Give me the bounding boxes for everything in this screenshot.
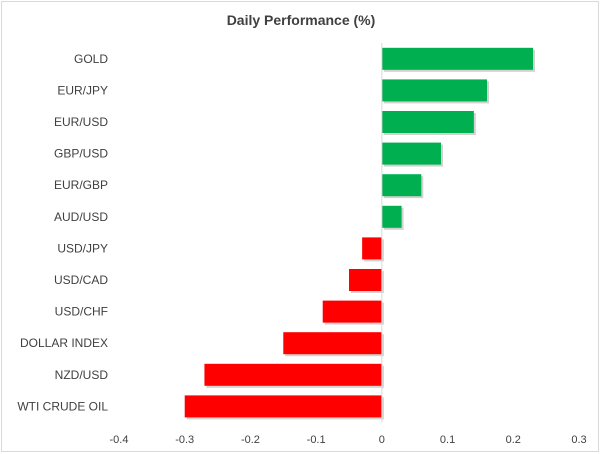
category-label-gbp-usd: GBP/USD	[54, 147, 108, 161]
category-label-eur-usd: EUR/USD	[54, 115, 108, 129]
bar-aud-usd	[381, 205, 402, 228]
category-label-dollar-index: DOLLAR INDEX	[20, 336, 108, 350]
category-label-gold: GOLD	[74, 52, 108, 66]
x-tick-label-5: 0.1	[440, 434, 455, 446]
category-labels-group: GOLD EUR/JPY EUR/USD GBP/USD EUR/GBP AUD/USD U…	[17, 52, 108, 414]
bar-wti-crude-oil	[184, 395, 382, 418]
category-label-usd-jpy: USD/JPY	[57, 241, 108, 255]
category-label-nzd-usd: NZD/USD	[55, 368, 109, 382]
bar-dollar-index	[283, 332, 382, 355]
x-tick-label-1: -0.3	[175, 434, 194, 446]
bar-nzd-usd	[204, 363, 382, 386]
category-label-wti-crude-oil: WTI CRUDE OIL	[17, 399, 108, 413]
bar-eur-jpy	[381, 79, 487, 102]
category-label-eur-jpy: EUR/JPY	[57, 83, 108, 97]
x-tick-label-4: 0	[379, 434, 385, 446]
bar-usd-jpy	[362, 237, 382, 260]
bar-eur-usd	[381, 111, 474, 133]
bar-gold	[381, 47, 533, 70]
bar-usd-chf	[322, 300, 382, 323]
x-tick-label-3: -0.1	[307, 434, 326, 446]
bar-usd-cad	[349, 269, 382, 291]
bar-eur-gbp	[381, 174, 422, 197]
category-label-eur-gbp: EUR/GBP	[54, 178, 108, 192]
category-label-aud-usd: AUD/USD	[54, 210, 108, 224]
chart-title: Daily Performance (%)	[226, 12, 376, 28]
category-label-usd-chf: USD/CHF	[55, 305, 108, 319]
x-tick-label-7: 0.3	[571, 434, 586, 446]
tick-labels-group: -0.4 -0.3 -0.2 -0.1 0 0.1 0.2 0.3	[110, 434, 587, 446]
bars-group	[184, 47, 535, 420]
x-tick-label-2: -0.2	[241, 434, 260, 446]
x-tick-label-6: 0.2	[506, 434, 521, 446]
bar-gbp-usd	[381, 142, 441, 165]
x-tick-label-0: -0.4	[110, 434, 129, 446]
category-label-usd-cad: USD/CAD	[54, 273, 108, 287]
